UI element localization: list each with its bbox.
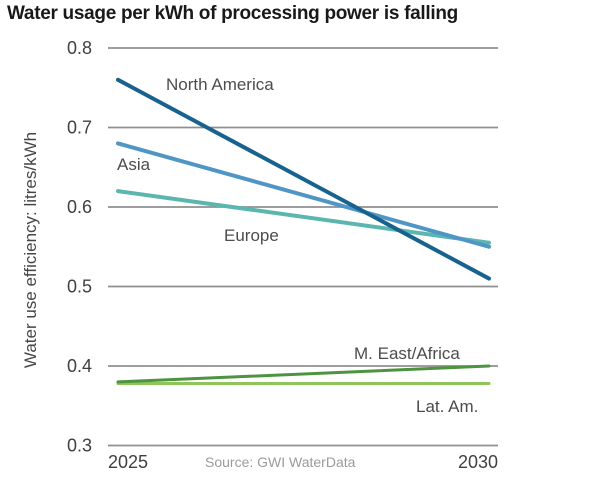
x-tick-label: 2025 [108, 452, 148, 472]
y-tick-label: 0.4 [67, 356, 92, 376]
y-tick-label: 0.8 [67, 38, 92, 58]
series-label-north-america: North America [166, 75, 274, 94]
y-tick-label: 0.5 [67, 277, 92, 297]
series-label-asia: Asia [117, 155, 151, 174]
series-line-europe [116, 189, 491, 245]
series-line-asia [116, 141, 491, 249]
chart-title: Water usage per kWh of processing power … [7, 3, 458, 24]
series-line-m-east-africa [116, 364, 491, 384]
source-note: Source: GWI WaterData [205, 454, 356, 470]
series-label-m-east-africa: M. East/Africa [354, 344, 460, 363]
y-tick-label: 0.7 [67, 118, 92, 138]
series-line-north-america [116, 77, 491, 281]
y-tick-label: 0.3 [67, 436, 92, 456]
series-label-lat-am: Lat. Am. [416, 397, 478, 416]
series-label-europe: Europe [224, 226, 279, 245]
y-tick-label: 0.6 [67, 197, 92, 217]
x-tick-label: 2030 [458, 452, 498, 472]
